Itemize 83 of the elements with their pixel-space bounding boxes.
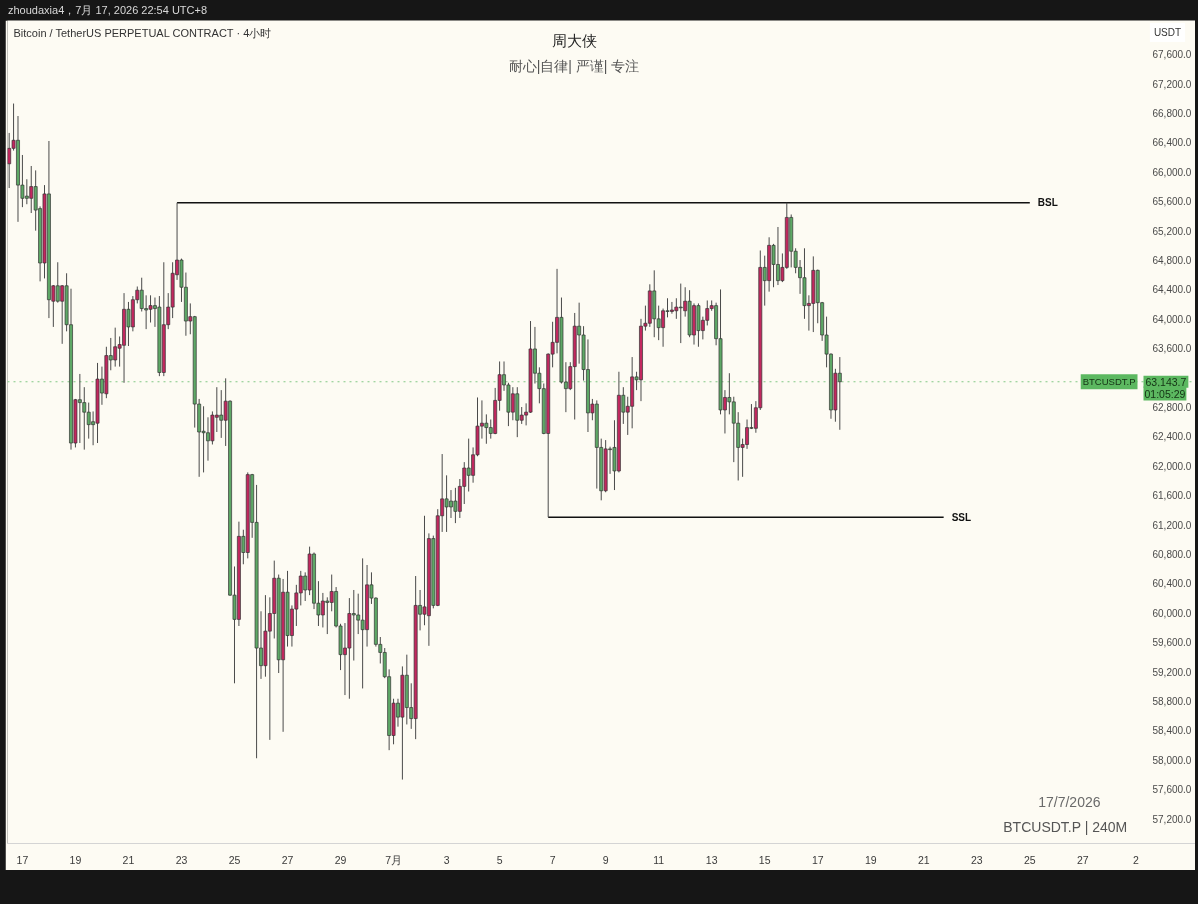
- y-tick-label: 60,400.0: [1152, 578, 1192, 590]
- y-tick-label: 58,800.0: [1152, 695, 1192, 707]
- x-tick-label: 21: [122, 853, 135, 866]
- y-tick-label: 58,400.0: [1152, 725, 1192, 737]
- candlestick: [77, 373, 82, 444]
- y-tick-label: 61,200.0: [1152, 519, 1192, 531]
- annotation: 01:05:29: [1144, 387, 1186, 400]
- annotation: BTCUSDT.P | 240M: [1003, 818, 1128, 835]
- x-tick-label: 11: [653, 853, 665, 866]
- x-tick-label: 29: [334, 853, 347, 866]
- x-tick-label: 5: [496, 853, 503, 866]
- candlestick: [298, 570, 303, 606]
- candlestick: [320, 592, 325, 628]
- x-tick-label: 13: [705, 853, 718, 866]
- candlestick: [360, 557, 365, 689]
- y-tick-label: 66,000.0: [1152, 166, 1192, 178]
- y-tick-label: 57,600.0: [1152, 784, 1192, 796]
- x-tick-label: 25: [228, 853, 241, 866]
- candlestick: [351, 589, 356, 662]
- candlestick: [678, 283, 683, 344]
- candlestick: [510, 386, 515, 421]
- x-tick-label: 25: [1023, 853, 1036, 866]
- annotation: BTCUSDT.P: [1082, 376, 1136, 388]
- y-tick-label: 64,400.0: [1152, 284, 1192, 296]
- y-tick-label: 57,200.0: [1152, 813, 1192, 825]
- y-tick-label: 67,200.0: [1152, 78, 1192, 90]
- candlestick: [60, 284, 65, 345]
- x-tick-label: 9: [602, 853, 609, 866]
- text: 周大侠: [551, 32, 597, 49]
- x-tick-label: 27: [1076, 853, 1089, 866]
- y-tick-label: 59,200.0: [1152, 666, 1192, 678]
- y-tick-label: 66,400.0: [1152, 137, 1192, 149]
- y-tick-label: 65,200.0: [1152, 225, 1192, 237]
- x-tick-label: 27: [281, 853, 294, 866]
- x-tick-label: 21: [917, 853, 930, 866]
- candlestick: [201, 405, 206, 473]
- candlestick: [113, 327, 118, 368]
- y-tick-label: 60,000.0: [1152, 607, 1192, 619]
- y-tick-label: 64,000.0: [1152, 313, 1192, 325]
- candlestick: [422, 515, 427, 626]
- x-tick-label: 15: [758, 853, 771, 866]
- y-tick-label: 66,800.0: [1152, 108, 1192, 120]
- y-tick-label: 59,600.0: [1152, 637, 1192, 649]
- x-tick-label: 19: [69, 853, 82, 866]
- x-tick-label: 17: [811, 853, 824, 866]
- x-tick-label: 7: [549, 853, 556, 866]
- y-tick-label: 62,000.0: [1152, 460, 1192, 472]
- x-tick-label: 3: [443, 853, 450, 866]
- x-tick-label: 7月: [385, 853, 402, 866]
- x-tick-label: 2: [1132, 853, 1139, 866]
- text: 耐心|自律| 严谨| 专注: [508, 57, 640, 74]
- candlestick: [731, 396, 736, 463]
- y-tick-label: 62,800.0: [1152, 402, 1192, 414]
- candlestick: [466, 438, 471, 493]
- y-axis-title: USDT: [1153, 27, 1182, 38]
- y-tick-label: 60,800.0: [1152, 548, 1192, 560]
- annotation: Bitcoin / TetherUS PERPETUAL CONTRACT · 4小时: [13, 26, 272, 39]
- x-tick-label: 19: [864, 853, 877, 866]
- candlestick: [29, 165, 34, 214]
- y-tick-label: 67,600.0: [1152, 49, 1192, 61]
- y-tick-label: 63,600.0: [1152, 343, 1192, 355]
- candlestick: [453, 487, 458, 524]
- y-tick-label: 61,600.0: [1152, 490, 1192, 502]
- candlestick: [55, 261, 60, 304]
- y-tick-label: 58,000.0: [1152, 754, 1192, 766]
- y-tick-label: 64,800.0: [1152, 255, 1192, 267]
- text: zhoudaxia4，7月 17, 2026 22:54 UTC+8: [8, 4, 208, 16]
- x-tick-label: 23: [175, 853, 188, 866]
- x-tick-label: 17: [16, 853, 29, 866]
- candlestick: [444, 474, 449, 533]
- y-tick-label: 65,600.0: [1152, 196, 1192, 208]
- series-label: BSL: [1037, 197, 1058, 209]
- candlestick: [144, 294, 149, 330]
- candlestick: [837, 356, 842, 431]
- annotation: 17/7/2026: [1038, 793, 1101, 810]
- x-tick-label: 23: [970, 853, 983, 866]
- candlestick: [24, 178, 29, 205]
- candlestick: [219, 389, 224, 439]
- y-tick-label: 62,400.0: [1152, 431, 1192, 443]
- series-label: SSL: [951, 511, 972, 523]
- candlestick: [126, 301, 131, 347]
- candlestick: [356, 593, 361, 635]
- ref-line-label: 63,143.7: [1145, 375, 1187, 388]
